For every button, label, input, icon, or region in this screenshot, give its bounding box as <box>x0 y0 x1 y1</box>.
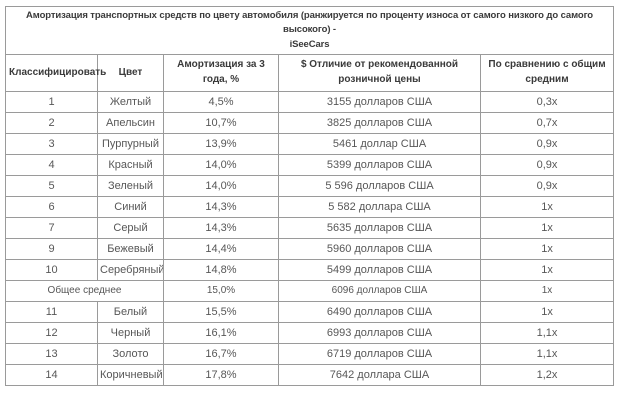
rank-cell: 5 <box>5 174 98 197</box>
rank-cell: 3 <box>5 132 98 155</box>
depreciation-cell: 13,9% <box>163 132 279 155</box>
vs-average-cell: 1x <box>479 258 615 281</box>
color-cell: Серый <box>97 216 164 239</box>
vs-average-cell: 1,2x <box>479 363 615 386</box>
table-row: 5 Зеленый 14,0% 5 596 долларов США 0,9x <box>5 174 615 197</box>
table-title: Амортизация транспортных средств по цвет… <box>4 6 615 55</box>
average-label-cell: Общее среднее <box>5 279 164 302</box>
price-difference-cell: 5399 долларов США <box>278 153 481 176</box>
depreciation-cell: 10,7% <box>163 111 279 134</box>
depreciation-cell: 15,0% <box>163 279 279 302</box>
depreciation-cell: 14,4% <box>163 237 279 260</box>
rank-cell: 6 <box>5 195 98 218</box>
rank-cell: 14 <box>5 363 98 386</box>
color-cell: Пурпурный <box>97 132 164 155</box>
depreciation-cell: 15,5% <box>163 300 279 323</box>
title-row: Амортизация транспортных средств по цвет… <box>4 6 615 55</box>
vs-average-cell: 1x <box>479 237 615 260</box>
depreciation-cell: 14,3% <box>163 216 279 239</box>
rank-cell: 9 <box>5 237 98 260</box>
price-difference-cell: 6719 долларов США <box>278 342 481 365</box>
vs-average-cell: 0,9x <box>479 153 615 176</box>
depreciation-table: Амортизация транспортных средств по цвет… <box>4 6 615 386</box>
header-msrp-difference: $ Отличие от рекомендованной розничной ц… <box>278 53 481 92</box>
table-row: 11 Белый 15,5% 6490 долларов США 1x <box>5 300 615 323</box>
table-title-line2: iSeeCars <box>289 38 330 50</box>
color-cell: Красный <box>97 153 164 176</box>
color-cell: Серебряный <box>97 258 164 281</box>
overall-average-row: Общее среднее 15,0% 6096 долларов США 1x <box>5 279 615 302</box>
rank-cell: 1 <box>5 90 98 113</box>
color-cell: Черный <box>97 321 164 344</box>
price-difference-cell: 6993 долларов США <box>278 321 481 344</box>
table-row: 7 Серый 14,3% 5635 долларов США 1x <box>5 216 615 239</box>
color-cell: Коричневый <box>97 363 164 386</box>
price-difference-cell: 3825 долларов США <box>278 111 481 134</box>
vs-average-cell: 1,1x <box>479 342 615 365</box>
vs-average-cell: 0,9x <box>479 132 615 155</box>
depreciation-cell: 14,0% <box>163 174 279 197</box>
header-color: Цвет <box>97 53 164 92</box>
header-depreciation: Амортизация за 3 года, % <box>163 53 279 92</box>
rank-cell: 2 <box>5 111 98 134</box>
vs-average-cell: 0,9x <box>479 174 615 197</box>
price-difference-cell: 5960 долларов США <box>278 237 481 260</box>
table-row: 13 Золото 16,7% 6719 долларов США 1,1x <box>5 342 615 365</box>
table-row: 9 Бежевый 14,4% 5960 долларов США 1x <box>5 237 615 260</box>
table-row: 6 Синий 14,3% 5 582 доллара США 1x <box>5 195 615 218</box>
price-difference-cell: 6096 долларов США <box>278 279 481 302</box>
rank-cell: 4 <box>5 153 98 176</box>
table-row: 14 Коричневый 17,8% 7642 доллара США 1,2x <box>5 363 615 386</box>
rank-cell: 13 <box>5 342 98 365</box>
table-row: 3 Пурпурный 13,9% 5461 доллар США 0,9x <box>5 132 615 155</box>
rank-cell: 7 <box>5 216 98 239</box>
price-difference-cell: 3155 долларов США <box>278 90 481 113</box>
depreciation-cell: 4,5% <box>163 90 279 113</box>
rank-cell: 10 <box>5 258 98 281</box>
price-difference-cell: 5 596 долларов США <box>278 174 481 197</box>
header-rank: Классифицировать <box>5 53 106 92</box>
price-difference-cell: 5461 доллар США <box>278 132 481 155</box>
header-vs-average: По сравнению с общим средним <box>479 53 615 92</box>
price-difference-cell: 7642 доллара США <box>278 363 481 386</box>
color-cell: Белый <box>97 300 164 323</box>
table-row: 2 Апельсин 10,7% 3825 долларов США 0,7x <box>5 111 615 134</box>
color-cell: Апельсин <box>97 111 164 134</box>
table-row: 1 Желтый 4,5% 3155 долларов США 0,3x <box>5 90 615 113</box>
rank-cell: 12 <box>5 321 98 344</box>
header-row: Классифицировать Цвет Амортизация за 3 г… <box>5 53 615 92</box>
vs-average-cell: 1x <box>479 195 615 218</box>
depreciation-cell: 17,8% <box>163 363 279 386</box>
table-row: 12 Черный 16,1% 6993 долларов США 1,1x <box>5 321 615 344</box>
depreciation-cell: 16,1% <box>163 321 279 344</box>
price-difference-cell: 5499 долларов США <box>278 258 481 281</box>
color-cell: Желтый <box>97 90 164 113</box>
depreciation-cell: 14,8% <box>163 258 279 281</box>
color-cell: Зеленый <box>97 174 164 197</box>
price-difference-cell: 5635 долларов США <box>278 216 481 239</box>
vs-average-cell: 1x <box>479 300 615 323</box>
vs-average-cell: 1x <box>479 216 615 239</box>
table-title-line1: Амортизация транспортных средств по цвет… <box>26 10 594 36</box>
price-difference-cell: 6490 долларов США <box>278 300 481 323</box>
depreciation-cell: 14,0% <box>163 153 279 176</box>
depreciation-cell: 14,3% <box>163 195 279 218</box>
vs-average-cell: 0,3x <box>479 90 615 113</box>
vs-average-cell: 1x <box>479 279 615 302</box>
depreciation-cell: 16,7% <box>163 342 279 365</box>
color-cell: Синий <box>97 195 164 218</box>
table-row: 10 Серебряный 14,8% 5499 долларов США 1x <box>5 258 615 281</box>
price-difference-cell: 5 582 доллара США <box>278 195 481 218</box>
table-row: 4 Красный 14,0% 5399 долларов США 0,9x <box>5 153 615 176</box>
table-body: 1 Желтый 4,5% 3155 долларов США 0,3x 2 Апельси… <box>5 90 615 386</box>
color-cell: Золото <box>97 342 164 365</box>
vs-average-cell: 1,1x <box>479 321 615 344</box>
rank-cell: 11 <box>5 300 98 323</box>
vs-average-cell: 0,7x <box>479 111 615 134</box>
color-cell: Бежевый <box>97 237 164 260</box>
